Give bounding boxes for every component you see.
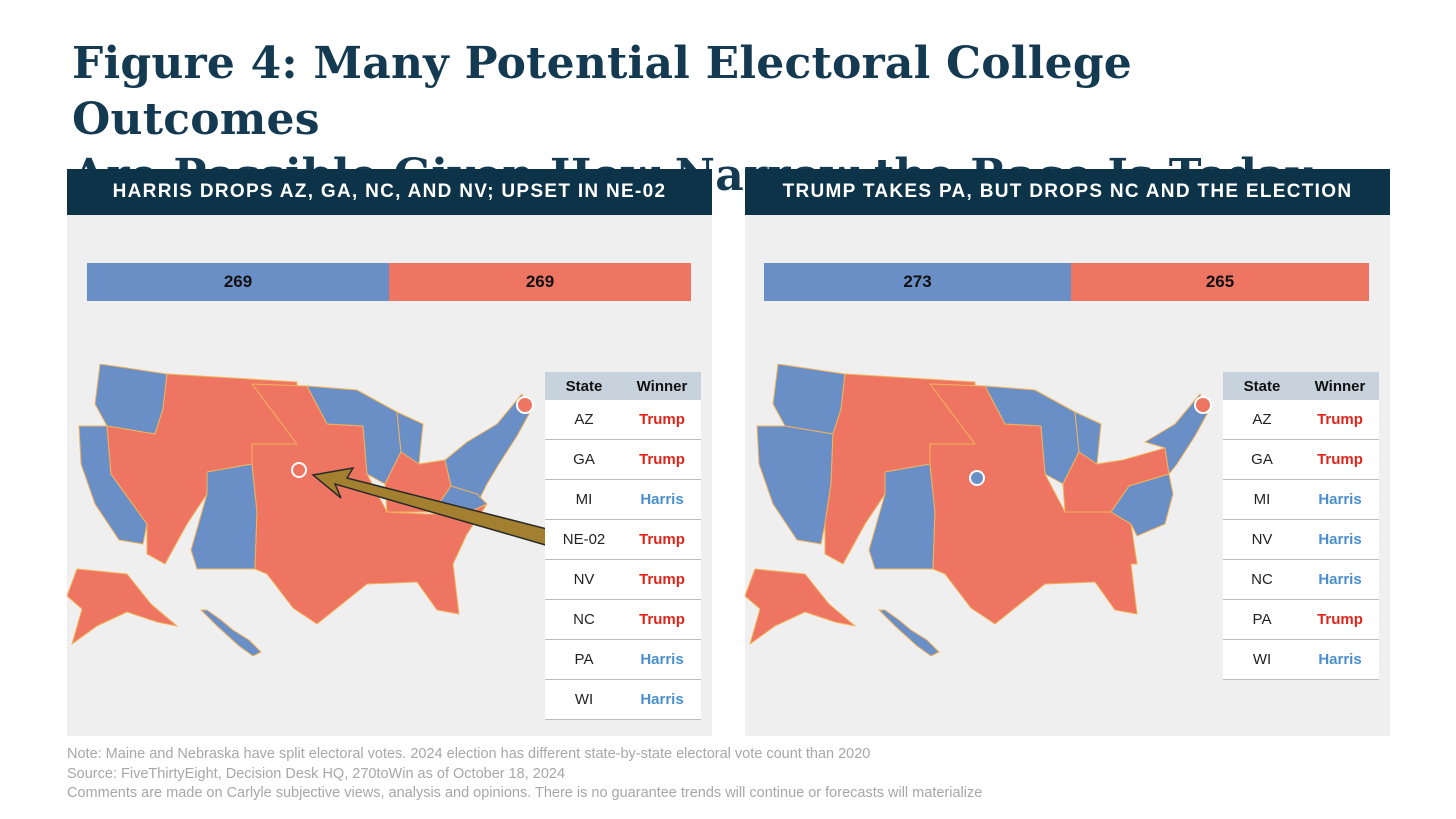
ne02-marker: [969, 470, 985, 486]
panel-heading: TRUMP TAKES PA, BUT DROPS NC AND THE ELE…: [745, 169, 1390, 215]
table-header: State Winner: [545, 372, 701, 400]
us-electoral-map: [745, 364, 1212, 657]
state-cell: NC: [1251, 571, 1273, 588]
table-row: AZ Trump: [545, 400, 701, 440]
table-row: WI Harris: [545, 680, 701, 720]
title-line-1: Figure 4: Many Potential Electoral Colle…: [72, 38, 1132, 145]
state-cell: MI: [575, 491, 593, 508]
table-row: NC Harris: [1223, 560, 1379, 600]
winner-cell: Trump: [639, 531, 685, 548]
map-region-alaska: [67, 568, 178, 645]
table-row: PA Harris: [545, 640, 701, 680]
col-header-state: State: [1243, 377, 1281, 395]
state-cell: AZ: [574, 411, 594, 428]
panel-heading: HARRIS DROPS AZ, GA, NC, AND NV; UPSET I…: [67, 169, 712, 215]
state-cell: MI: [1253, 491, 1271, 508]
state-cell: PA: [1252, 611, 1272, 628]
col-header-winner: Winner: [1314, 377, 1366, 395]
winner-cell: Harris: [1318, 571, 1362, 588]
table-row: WI Harris: [1223, 640, 1379, 680]
harris-ev-segment: 273: [764, 263, 1071, 301]
table-row: AZ Trump: [1223, 400, 1379, 440]
table-row: NV Harris: [1223, 520, 1379, 560]
map-region-ca-nv: [756, 425, 834, 545]
winner-cell: Trump: [639, 611, 685, 628]
scenario-panel-left: HARRIS DROPS AZ, GA, NC, AND NV; UPSET I…: [67, 169, 712, 736]
winner-cell: Trump: [639, 571, 685, 588]
map-region-hawaii: [878, 609, 940, 657]
table-row: NE-02 Trump: [545, 520, 701, 560]
map-region-pacific-nw: [772, 364, 846, 435]
state-cell: PA: [574, 651, 594, 668]
table-row: NC Trump: [545, 600, 701, 640]
me02-marker: [516, 396, 534, 414]
winner-cell: Trump: [1317, 451, 1363, 468]
map-region-alaska: [745, 568, 856, 645]
table-row: PA Trump: [1223, 600, 1379, 640]
map-region-northeast: [1144, 393, 1208, 475]
winner-cell: Trump: [639, 411, 685, 428]
winner-cell: Harris: [640, 691, 684, 708]
table-row: MI Harris: [1223, 480, 1379, 520]
winner-cell: Harris: [1318, 491, 1362, 508]
state-cell: WI: [1252, 651, 1272, 668]
harris-ev-segment: 269: [87, 263, 389, 301]
table-row: GA Trump: [545, 440, 701, 480]
state-cell: GA: [1251, 451, 1273, 468]
map-region-hawaii: [200, 609, 262, 657]
table-row: NV Trump: [545, 560, 701, 600]
disclaimer-text: Comments are made on Carlyle subjective …: [67, 785, 983, 801]
winner-cell: Trump: [1317, 611, 1363, 628]
map-region-pacific-nw: [94, 364, 168, 435]
us-electoral-map: [67, 364, 547, 657]
trump-ev-segment: 269: [389, 263, 691, 301]
winner-cell: Harris: [640, 651, 684, 668]
winner-cell: Harris: [1318, 651, 1362, 668]
note-text: Note: Maine and Nebraska have split elec…: [67, 746, 871, 762]
winner-cell: Harris: [1318, 531, 1362, 548]
state-winner-table: State Winner AZ Trump GA Trump MI Harris NE…: [545, 372, 701, 720]
scenario-panel-right: TRUMP TAKES PA, BUT DROPS NC AND THE ELE…: [745, 169, 1390, 736]
winner-cell: Trump: [639, 451, 685, 468]
electoral-vote-bar: 269 269: [87, 263, 691, 301]
state-cell: GA: [573, 451, 595, 468]
col-header-winner: Winner: [636, 377, 688, 395]
me02-marker: [1194, 396, 1212, 414]
winner-cell: Trump: [1317, 411, 1363, 428]
winner-cell: Harris: [640, 491, 684, 508]
table-row: GA Trump: [1223, 440, 1379, 480]
trump-ev-segment: 265: [1071, 263, 1369, 301]
table-row: MI Harris: [545, 480, 701, 520]
state-cell: NV: [1251, 531, 1273, 548]
map-region-va-nc: [1110, 473, 1174, 537]
table-header: State Winner: [1223, 372, 1379, 400]
source-text: Source: FiveThirtyEight, Decision Desk H…: [67, 765, 566, 782]
state-cell: AZ: [1252, 411, 1272, 428]
state-cell: NV: [573, 571, 595, 588]
electoral-vote-bar: 273 265: [764, 263, 1369, 301]
ne02-callout-arrow: [311, 466, 547, 547]
state-cell: NC: [573, 611, 595, 628]
footnotes: Note: Maine and Nebraska have split elec…: [67, 745, 982, 804]
state-cell: WI: [574, 691, 594, 708]
state-cell: NE-02: [562, 531, 606, 548]
state-winner-table: State Winner AZ Trump GA Trump MI Harris NV…: [1223, 372, 1379, 680]
col-header-state: State: [565, 377, 603, 395]
ne02-marker: [291, 462, 307, 478]
